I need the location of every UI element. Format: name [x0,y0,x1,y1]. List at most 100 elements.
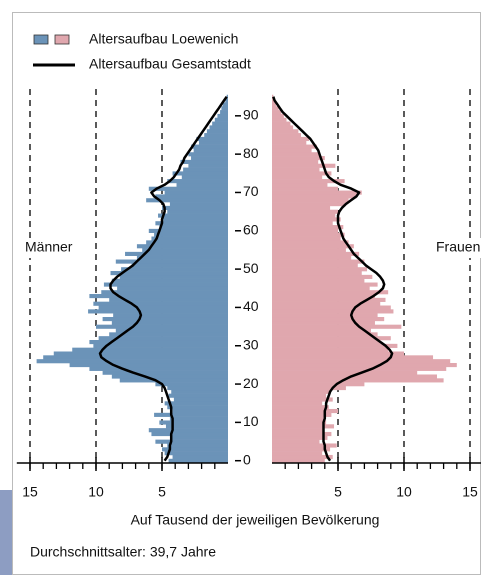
bar [119,378,228,383]
bar [272,431,332,437]
bar [172,171,228,176]
bar [272,301,381,306]
bar [111,278,228,283]
note: Durchschnittsalter: 39,7 Jahre [30,544,216,560]
bar [272,382,365,387]
bar [272,125,294,130]
bar [272,378,444,383]
bar [167,443,228,448]
bar [272,374,437,379]
bar [272,343,398,348]
bar [164,451,228,456]
bar [272,366,447,371]
bar [171,389,228,394]
bar [272,106,279,111]
bar [272,370,418,375]
bar [103,282,228,287]
bar [272,412,332,417]
bar [102,317,228,322]
label-bg [433,238,481,258]
bar [272,267,368,272]
bar [93,343,228,348]
bar [272,194,357,199]
bar [272,355,434,360]
bar [272,271,362,276]
bar [272,209,338,214]
bar [272,332,378,337]
bar [272,451,323,456]
bar [272,408,338,414]
bar [188,152,228,157]
bar [272,217,341,222]
bar [209,125,228,130]
bar [225,98,228,103]
x-tick-label: 15 [22,484,38,500]
bar [169,416,228,421]
bar [172,454,228,460]
bar [272,244,354,249]
bar [109,297,228,302]
side-label: Männer [25,239,73,255]
bar [272,278,365,283]
bar [151,236,228,241]
bar [272,282,378,287]
bar [272,102,276,107]
bar [272,401,323,406]
bar [272,152,320,157]
bar [180,159,228,165]
bar [272,228,338,233]
x-axis-label: Auf Tausend der jeweiligen Bevölkerung [131,512,380,528]
x-tick-label: 5 [158,484,166,500]
legend-swatch [54,34,70,45]
bar [272,454,333,460]
bar [142,248,228,253]
bar [272,416,324,421]
line [272,96,394,462]
bar [272,397,333,402]
bar [272,144,317,149]
bar [148,228,228,233]
x-tick-label: 15 [462,484,478,500]
bar [168,393,228,398]
bar [167,385,228,391]
bar [272,274,373,279]
bar [272,133,302,138]
bar [272,240,349,245]
bar [176,182,228,188]
bar [272,159,319,165]
bar [113,313,228,318]
bar [131,263,228,268]
bar [155,221,228,226]
x-tick-label: 10 [396,484,412,500]
bar [93,301,228,306]
bar [272,140,307,145]
bar [272,389,331,394]
bar [155,382,228,387]
bar [272,393,327,398]
bar [272,347,389,352]
bar [222,102,228,107]
bar [193,148,228,153]
bar [272,458,325,463]
bar [115,259,228,264]
bar [272,175,323,180]
side-tab [0,490,12,575]
bar [136,255,228,260]
bar [196,136,228,142]
bar [272,286,370,291]
bar [272,328,371,333]
bar [111,374,228,379]
bar [220,110,228,115]
bar [212,121,228,126]
x-tick-label: 10 [88,484,104,500]
bar [155,439,228,444]
bar [272,163,336,168]
bar [167,209,228,214]
bar [272,148,312,153]
bar [136,244,228,249]
bar [102,370,228,375]
bar [146,240,228,245]
bar [36,359,228,364]
bar [272,428,324,433]
y-tick-label: 70 [243,183,259,199]
